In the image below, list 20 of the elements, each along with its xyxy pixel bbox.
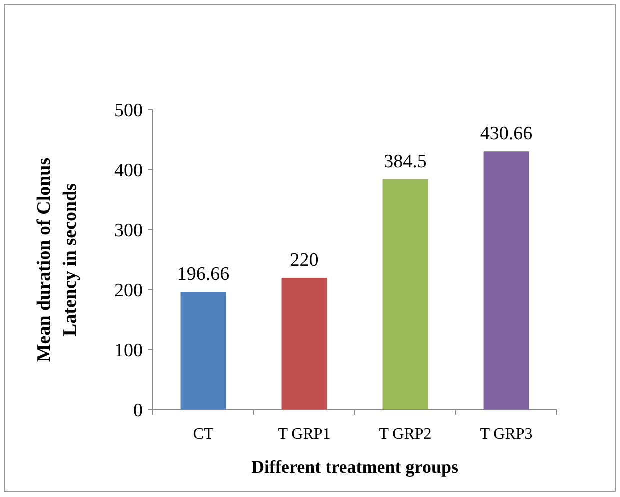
data-label: 384.5	[384, 151, 427, 172]
bar	[484, 152, 530, 410]
x-tick-label: T GRP3	[480, 426, 533, 443]
data-label: 220	[290, 250, 319, 271]
y-tick-label: 300	[114, 220, 143, 242]
x-axis-title: Different treatment groups	[252, 457, 458, 477]
data-label: 196.66	[177, 264, 230, 286]
x-tick-label: CT	[193, 426, 214, 443]
y-axis-title: Mean duration of Clonus Latency in seconds	[34, 158, 81, 362]
bar	[382, 179, 428, 410]
bar	[282, 278, 328, 410]
y-tick-label: 200	[114, 280, 143, 302]
data-label: 430.66	[480, 124, 533, 145]
x-tick-label: T GRP1	[278, 426, 331, 443]
y-tick-label: 0	[134, 400, 143, 422]
y-tick-label: 100	[114, 340, 143, 362]
y-tick-label: 400	[114, 160, 143, 182]
x-tick-label: T GRP2	[379, 426, 432, 443]
y-tick-label: 500	[114, 100, 143, 122]
bar	[180, 292, 226, 410]
